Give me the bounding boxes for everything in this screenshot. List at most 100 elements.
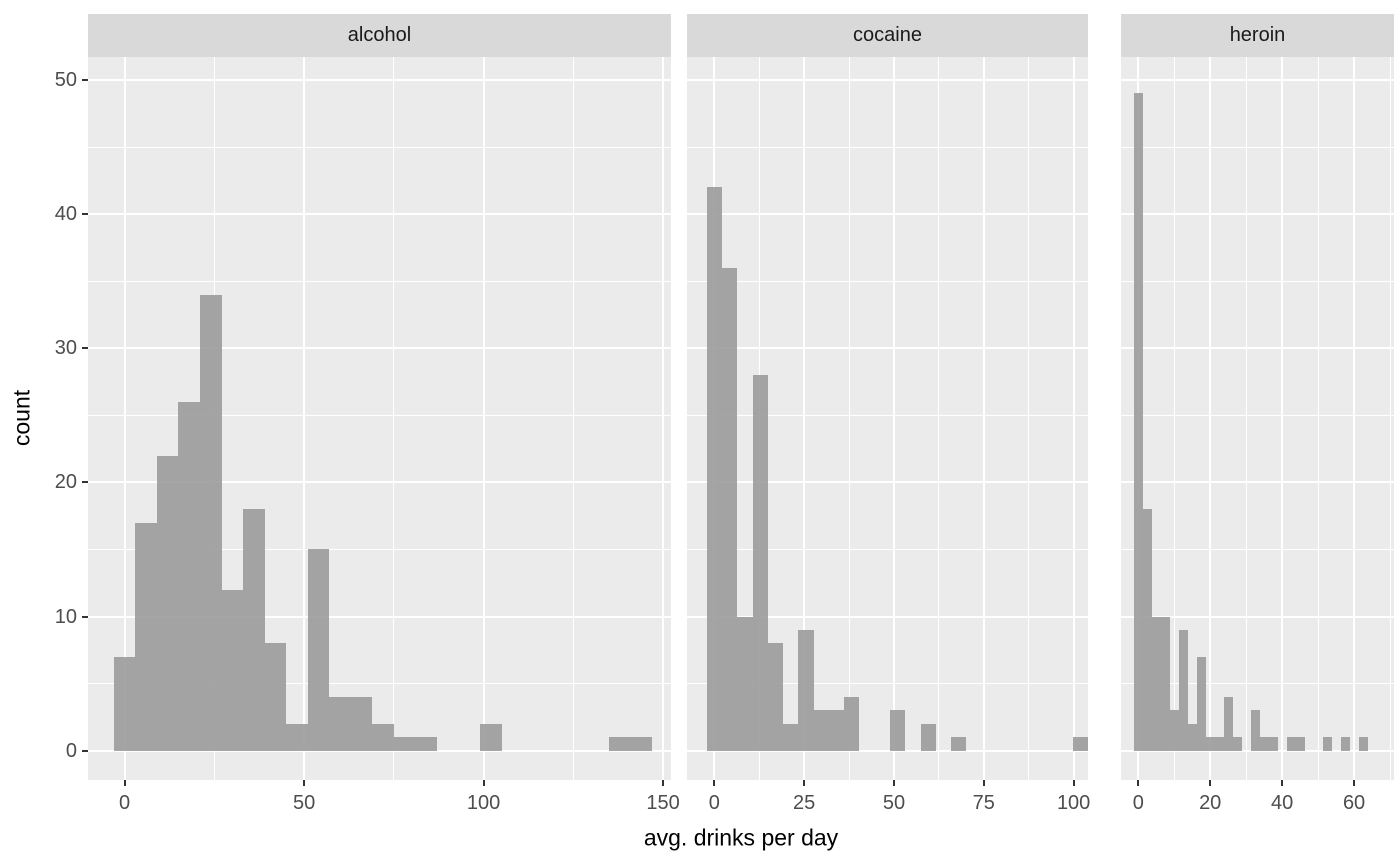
histogram-bar bbox=[415, 737, 437, 751]
y-gridline-minor bbox=[687, 280, 1088, 282]
y-tick-label: 20 bbox=[54, 471, 77, 494]
y-gridline-major bbox=[687, 347, 1088, 350]
y-gridline-major bbox=[1121, 347, 1394, 350]
histogram-bar bbox=[920, 723, 936, 751]
facet-strip-cocaine: cocaine bbox=[687, 14, 1088, 57]
x-gridline-major bbox=[1353, 57, 1356, 780]
histogram-bar bbox=[813, 710, 829, 751]
x-gridline-major bbox=[982, 57, 985, 780]
y-gridline-minor bbox=[88, 146, 671, 148]
x-gridline-minor bbox=[1245, 57, 1247, 780]
facet-strip-label-cocaine: cocaine bbox=[853, 24, 922, 46]
x-gridline-minor bbox=[1389, 57, 1391, 780]
y-gridline-major bbox=[88, 749, 671, 752]
histogram-bar bbox=[1232, 737, 1242, 751]
y-gridline-major bbox=[687, 213, 1088, 216]
histogram-bar bbox=[767, 643, 784, 751]
histogram-bar bbox=[609, 737, 631, 751]
histogram-bar bbox=[1286, 737, 1296, 751]
facet-panel-alcohol bbox=[88, 57, 671, 780]
x-gridline-major bbox=[1281, 57, 1284, 780]
facet-panel-cocaine bbox=[687, 57, 1088, 780]
y-gridline-major bbox=[687, 749, 1088, 752]
histogram-bar bbox=[1250, 710, 1260, 751]
x-tick-label: 40 bbox=[1271, 792, 1294, 814]
y-gridline-minor bbox=[687, 146, 1088, 148]
y-tick-mark bbox=[82, 79, 88, 82]
histogram-bar bbox=[1073, 737, 1088, 751]
facet-strip-heroin: heroin bbox=[1121, 14, 1394, 57]
y-gridline-major bbox=[687, 481, 1088, 484]
x-tick-mark bbox=[1353, 780, 1356, 786]
y-gridline-minor bbox=[1121, 280, 1394, 282]
y-gridline-major bbox=[687, 79, 1088, 82]
x-tick-mark bbox=[982, 780, 985, 786]
x-tick-mark bbox=[892, 780, 895, 786]
histogram-bar bbox=[1196, 656, 1206, 751]
x-tick-label: 100 bbox=[466, 792, 501, 814]
histogram-bar bbox=[307, 549, 330, 751]
y-gridline-minor bbox=[88, 414, 671, 416]
facet-panel-heroin bbox=[1121, 57, 1394, 780]
x-tick-mark bbox=[1072, 780, 1075, 786]
histogram-bar bbox=[706, 187, 723, 751]
histogram-bar bbox=[1187, 723, 1197, 751]
histogram-bar bbox=[480, 723, 502, 751]
histogram-bar bbox=[1358, 737, 1368, 751]
x-tick-label: 50 bbox=[292, 792, 316, 814]
y-gridline-minor bbox=[687, 683, 1088, 685]
x-tick-label: 0 bbox=[1132, 792, 1144, 814]
x-gridline-minor bbox=[1173, 57, 1175, 780]
y-tick-mark bbox=[82, 481, 88, 484]
y-tick-label: 10 bbox=[54, 605, 77, 628]
y-tick-label: 50 bbox=[54, 69, 77, 92]
x-tick-mark bbox=[713, 780, 716, 786]
y-tick-label: 0 bbox=[65, 739, 77, 762]
histogram-bar bbox=[1133, 93, 1143, 751]
y-tick-mark bbox=[82, 213, 88, 216]
x-tick-label: 75 bbox=[972, 792, 995, 814]
y-gridline-minor bbox=[687, 548, 1088, 550]
y-gridline-major bbox=[1121, 749, 1394, 752]
y-gridline-minor bbox=[88, 548, 671, 550]
x-gridline-minor bbox=[848, 57, 850, 780]
y-gridline-major bbox=[88, 79, 671, 82]
y-gridline-major bbox=[1121, 79, 1394, 82]
x-gridline-minor bbox=[572, 57, 574, 780]
histogram-bar bbox=[1223, 696, 1233, 751]
y-tick-label: 40 bbox=[54, 203, 77, 226]
x-tick-label: 50 bbox=[882, 792, 906, 814]
histogram-bar bbox=[844, 696, 860, 751]
histogram-bar bbox=[828, 710, 845, 751]
x-tick-label: 150 bbox=[646, 792, 680, 814]
facet-strip-label-heroin: heroin bbox=[1229, 24, 1286, 46]
x-tick-label: 60 bbox=[1342, 792, 1366, 814]
histogram-bar bbox=[890, 710, 906, 751]
histogram-bar bbox=[264, 643, 287, 751]
y-gridline-major bbox=[88, 213, 671, 216]
y-gridline-major bbox=[1121, 481, 1394, 484]
y-axis-title: count bbox=[8, 389, 35, 447]
x-tick-mark bbox=[1281, 780, 1284, 786]
x-gridline-minor bbox=[1028, 57, 1030, 780]
x-gridline-major bbox=[803, 57, 806, 780]
histogram-bar bbox=[329, 696, 351, 751]
x-axis-title: avg. drinks per day bbox=[643, 824, 839, 851]
histogram-bar bbox=[350, 696, 373, 751]
x-gridline-major bbox=[303, 57, 306, 780]
x-tick-mark bbox=[1209, 780, 1212, 786]
x-gridline-minor bbox=[393, 57, 395, 780]
histogram-bar bbox=[200, 294, 222, 751]
histogram-bar bbox=[113, 656, 136, 751]
y-tick-label: 30 bbox=[54, 337, 77, 360]
histogram-bar bbox=[372, 723, 394, 751]
histogram-bar bbox=[243, 509, 265, 751]
y-gridline-major bbox=[1121, 615, 1394, 618]
histogram-bar bbox=[1295, 737, 1305, 751]
histogram-bar bbox=[1205, 737, 1215, 751]
histogram-bar bbox=[1151, 616, 1161, 751]
histogram-bar bbox=[737, 616, 753, 751]
y-tick-mark bbox=[82, 615, 88, 618]
y-gridline-minor bbox=[1121, 683, 1394, 685]
